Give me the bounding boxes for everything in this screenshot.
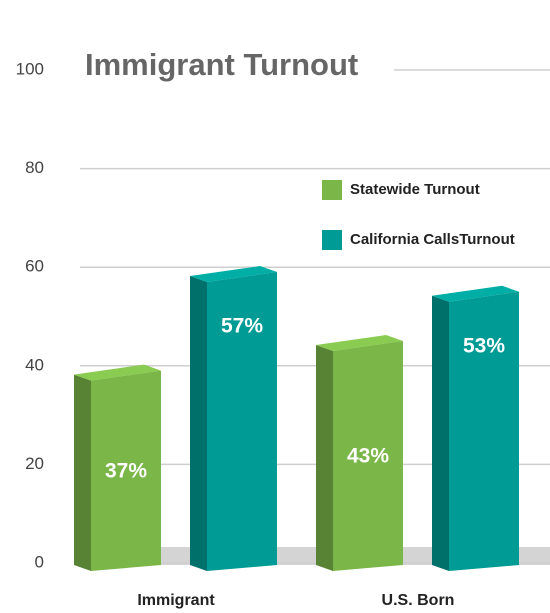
bar-side (432, 295, 449, 571)
bar-top (316, 335, 403, 352)
legend-swatch (322, 180, 342, 200)
bar-top (190, 265, 277, 282)
bar-side (74, 374, 91, 571)
bar-cap (449, 291, 519, 571)
x-tick-label: U.S. Born (382, 592, 455, 609)
y-tick-label: 40 (25, 355, 44, 374)
y-tick-label: 80 (25, 158, 44, 177)
bar-cap (91, 370, 161, 571)
title-backdrop (78, 45, 394, 89)
value-label: 57% (221, 315, 263, 338)
y-tick-label: 0 (35, 552, 44, 571)
y-tick-label: 60 (25, 257, 44, 276)
value-label: 37% (105, 459, 147, 482)
bar-top (74, 364, 161, 381)
bar-top (432, 285, 519, 302)
legend-swatch (322, 230, 342, 250)
y-tick-label: 100 (16, 59, 44, 78)
value-label: 43% (347, 445, 389, 468)
bars: 37% 57% 43% 53% (74, 265, 519, 571)
chart-title: Immigrant Turnout (85, 47, 358, 82)
bar-cap (207, 271, 277, 571)
x-tick-label: Immigrant (137, 592, 215, 609)
bar-cap (333, 341, 403, 571)
legend-label: California CallsTurnout (350, 231, 515, 248)
bar-side (190, 275, 207, 571)
bar-side (316, 345, 333, 571)
y-tick-label: 20 (25, 454, 44, 473)
legend-label: Statewide Turnout (350, 181, 480, 198)
value-label: 53% (463, 334, 505, 357)
